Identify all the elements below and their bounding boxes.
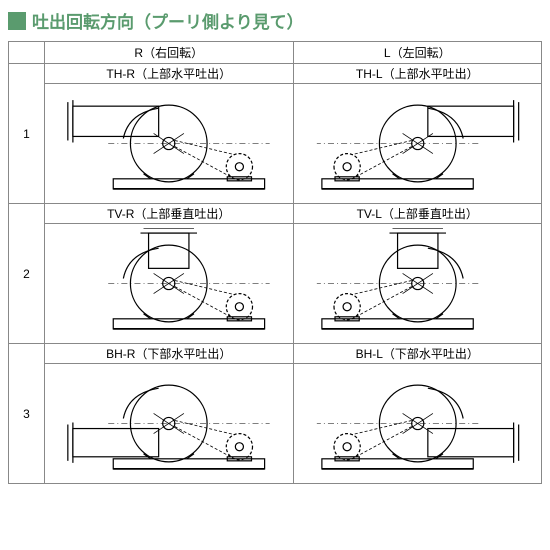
header-blank bbox=[9, 42, 45, 64]
row-number: 3 bbox=[9, 344, 45, 484]
header-right-rotation: R（右回転） bbox=[45, 42, 294, 64]
cell-label: TV-R（上部垂直吐出） bbox=[45, 204, 294, 224]
cell-label: TH-L（上部水平吐出） bbox=[294, 64, 543, 84]
diagram-th-r bbox=[45, 84, 294, 204]
diagram-th-l bbox=[294, 84, 543, 204]
row-number: 2 bbox=[9, 204, 45, 344]
cell-label: TV-L（上部垂直吐出） bbox=[294, 204, 543, 224]
header-left-rotation: L（左回転） bbox=[294, 42, 543, 64]
heading: 吐出回転方向（プーリ側より見て） bbox=[8, 8, 542, 33]
rotation-table: R（右回転） L（左回転） 1 TH-R（上部水平吐出） TH-L（上部水平吐出… bbox=[8, 41, 542, 484]
page-title: 吐出回転方向（プーリ側より見て） bbox=[32, 8, 304, 33]
diagram-tv-l bbox=[294, 224, 543, 344]
bullet-icon bbox=[8, 12, 26, 30]
cell-label: BH-R（下部水平吐出） bbox=[45, 344, 294, 364]
diagram-tv-r bbox=[45, 224, 294, 344]
cell-label: TH-R（上部水平吐出） bbox=[45, 64, 294, 84]
diagram-bh-r bbox=[45, 364, 294, 484]
cell-label: BH-L（下部水平吐出） bbox=[294, 344, 543, 364]
diagram-bh-l bbox=[294, 364, 543, 484]
row-number: 1 bbox=[9, 64, 45, 204]
